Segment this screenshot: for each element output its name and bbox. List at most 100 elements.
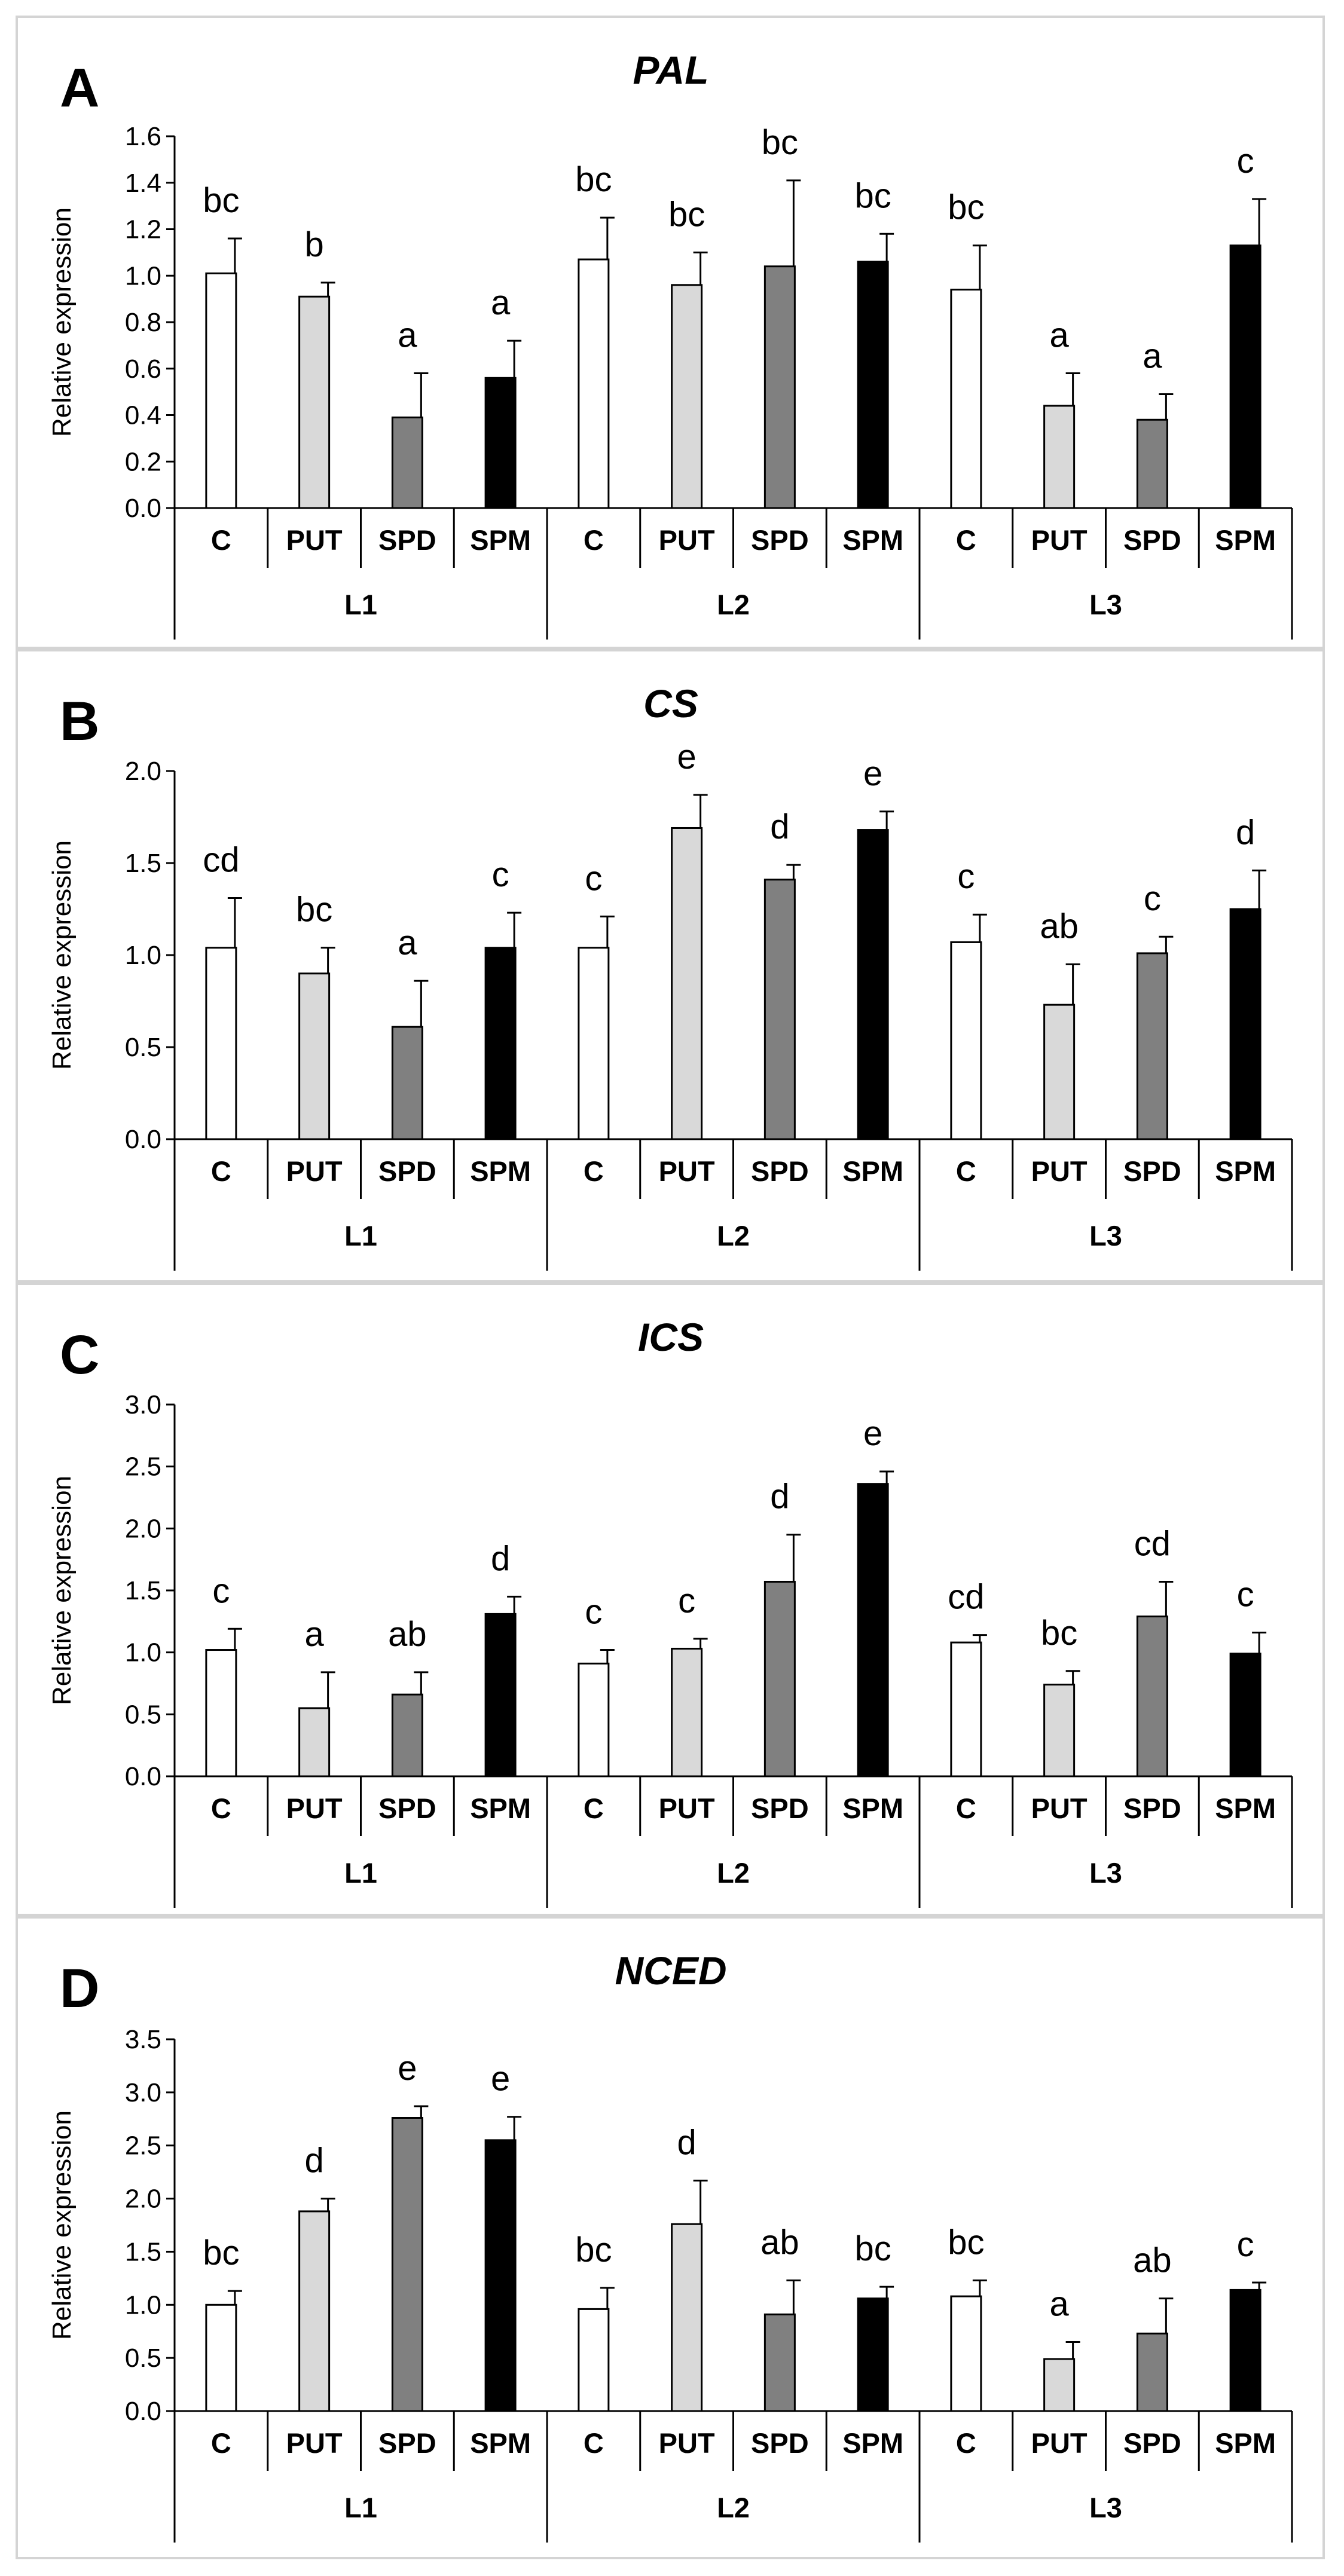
significance-letter: a bbox=[1049, 316, 1069, 355]
significance-letter: ab bbox=[760, 2223, 799, 2262]
bar-l1-put bbox=[298, 972, 331, 1140]
x-category-label: PUT bbox=[659, 1792, 715, 1824]
significance-letter: e bbox=[677, 738, 696, 776]
significance-letter: ab bbox=[1040, 907, 1079, 946]
x-group-label: L2 bbox=[717, 1857, 750, 1889]
panel-title: CS bbox=[643, 681, 698, 726]
significance-letter: cd bbox=[1134, 1524, 1171, 1563]
x-category-label: SPM bbox=[1215, 1155, 1276, 1187]
y-tick-label: 3.0 bbox=[125, 1390, 161, 1419]
x-group-label: L3 bbox=[1089, 2492, 1122, 2523]
y-axis-label: Relative expression bbox=[47, 207, 77, 437]
significance-letter: a bbox=[304, 1615, 324, 1654]
bar-l2-spm bbox=[857, 261, 889, 509]
bar-l1-spm bbox=[484, 2139, 517, 2412]
x-group-label: L3 bbox=[1089, 1220, 1122, 1252]
significance-letter: bc bbox=[203, 2234, 239, 2272]
significance-letter: bc bbox=[948, 2223, 984, 2262]
bar-l2-spm bbox=[857, 1483, 889, 1777]
chart-panel-a: A PAL 0.0 0.2 0.4 0.6 0.8 1.0 1.2 1.4 1.6 Relative … bbox=[16, 16, 1325, 649]
x-category-label: PUT bbox=[1031, 1155, 1088, 1187]
bar-l1-put bbox=[298, 1707, 331, 1777]
x-category-label: SPD bbox=[378, 2427, 436, 2459]
bar-l3-spm bbox=[1229, 244, 1261, 509]
bar-l3-put bbox=[1043, 405, 1076, 509]
x-category-label: PUT bbox=[286, 2427, 343, 2459]
bar-l3-c bbox=[950, 941, 982, 1140]
significance-letter: d bbox=[677, 2123, 696, 2162]
bar-l2-put bbox=[671, 827, 703, 1140]
x-category-label: C bbox=[211, 524, 231, 556]
bar-l2-c bbox=[578, 947, 610, 1140]
bar-l1-c bbox=[205, 1649, 237, 1777]
y-tick-label: 1.0 bbox=[125, 941, 161, 970]
x-category-label: SPD bbox=[751, 1792, 809, 1824]
x-group-label: L2 bbox=[717, 1220, 750, 1252]
panel-title: NCED bbox=[615, 1948, 726, 1993]
significance-letter: e bbox=[863, 754, 882, 793]
y-tick-label: 0.0 bbox=[125, 2397, 161, 2426]
x-category-label: SPD bbox=[378, 1155, 436, 1187]
x-category-label: C bbox=[211, 1155, 231, 1187]
significance-letter: cd bbox=[948, 1578, 984, 1617]
bar-l3-put bbox=[1043, 1684, 1076, 1777]
x-category-label: PUT bbox=[659, 1155, 715, 1187]
y-tick-label: 1.2 bbox=[125, 215, 161, 244]
x-category-label: PUT bbox=[659, 2427, 715, 2459]
bar-l2-spd bbox=[763, 879, 796, 1140]
x-category-label: C bbox=[956, 1155, 976, 1187]
y-tick-label: 1.0 bbox=[125, 261, 161, 290]
y-tick-label: 2.0 bbox=[125, 1514, 161, 1543]
x-group-label: L2 bbox=[717, 589, 750, 620]
significance-letter: b bbox=[304, 225, 323, 264]
significance-letter: bc bbox=[668, 195, 705, 234]
y-tick-label: 1.5 bbox=[125, 849, 161, 878]
bar-l3-put bbox=[1043, 2358, 1076, 2412]
x-category-label: C bbox=[956, 524, 976, 556]
significance-letter: a bbox=[398, 316, 417, 355]
x-category-label: PUT bbox=[1031, 524, 1088, 556]
x-category-label: C bbox=[584, 524, 604, 556]
significance-letter: bc bbox=[203, 181, 239, 220]
significance-letter: bc bbox=[762, 123, 798, 162]
y-tick-label: 0.0 bbox=[125, 494, 161, 523]
x-category-label: PUT bbox=[1031, 2427, 1088, 2459]
significance-letter: c bbox=[1144, 879, 1161, 918]
y-tick-label: 2.0 bbox=[125, 2185, 161, 2214]
significance-letter: e bbox=[398, 2049, 417, 2088]
bar-l3-spd bbox=[1136, 1616, 1168, 1777]
bar-l1-put bbox=[298, 295, 331, 509]
y-axis-label: Relative expression bbox=[47, 1476, 77, 1705]
panel-frame bbox=[16, 1283, 1325, 1916]
x-group-label: L3 bbox=[1089, 589, 1122, 620]
bar-l1-spm bbox=[484, 947, 517, 1140]
significance-letter: c bbox=[585, 859, 602, 898]
y-tick-label: 2.5 bbox=[125, 2131, 161, 2161]
y-tick-label: 0.8 bbox=[125, 308, 161, 337]
x-category-label: C bbox=[584, 1792, 604, 1824]
y-tick-label: 0.4 bbox=[125, 401, 161, 430]
significance-letter: cd bbox=[203, 841, 239, 880]
significance-letter: d bbox=[770, 1477, 789, 1516]
bar-l3-c bbox=[950, 1641, 982, 1777]
x-category-label: SPM bbox=[1215, 524, 1276, 556]
significance-letter: e bbox=[863, 1414, 882, 1453]
x-category-label: SPD bbox=[751, 2427, 809, 2459]
x-category-label: SPD bbox=[1123, 524, 1181, 556]
x-group-label: L1 bbox=[344, 1857, 377, 1889]
x-category-label: SPD bbox=[1123, 1155, 1181, 1187]
bar-l2-put bbox=[671, 2223, 703, 2412]
x-category-label: PUT bbox=[659, 524, 715, 556]
significance-letter: d bbox=[491, 1539, 510, 1578]
significance-letter: bc bbox=[575, 160, 612, 199]
bar-l2-spd bbox=[763, 2313, 796, 2412]
bar-l1-c bbox=[205, 272, 237, 509]
x-group-label: L2 bbox=[717, 2492, 750, 2523]
panel-letter: B bbox=[60, 691, 99, 752]
significance-letter: c bbox=[1237, 1575, 1254, 1614]
panel-title: ICS bbox=[638, 1315, 704, 1359]
bar-l3-spm bbox=[1229, 2289, 1261, 2412]
x-category-label: C bbox=[584, 1155, 604, 1187]
significance-letter: a bbox=[491, 283, 511, 322]
